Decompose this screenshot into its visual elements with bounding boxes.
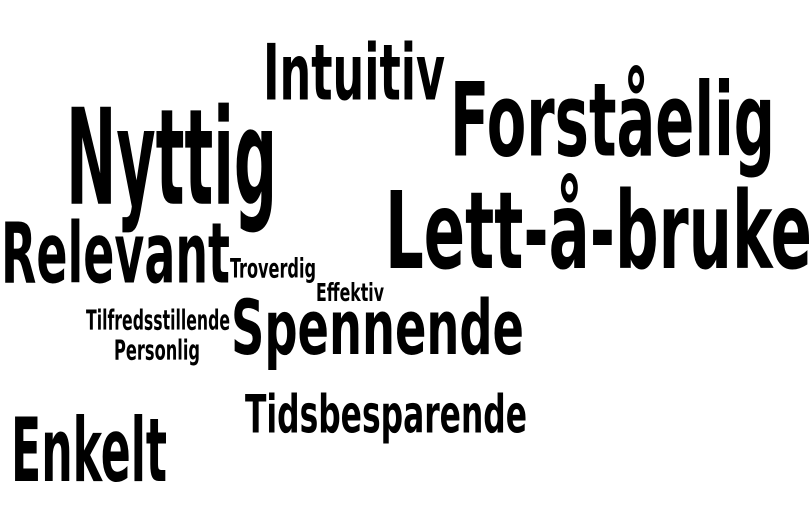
- word-lett-a-bruke: Lett-å-bruke: [385, 168, 812, 294]
- word-tilfredsstillende: Tilfredsstillende: [86, 303, 230, 337]
- word-enkelt: Enkelt: [11, 399, 167, 503]
- word-relevant: Relevant: [1, 204, 230, 303]
- word-effektiv: Effektiv: [316, 277, 384, 307]
- word-tidsbesparende: Tidsbesparende: [245, 383, 527, 446]
- word-troverdig: Troverdig: [230, 252, 316, 285]
- word-personlig: Personlig: [114, 333, 200, 367]
- word-nyttig: Nyttig: [66, 80, 277, 236]
- word-spennende: Spennende: [231, 283, 524, 373]
- word-forstaelig: Forståelig: [450, 60, 775, 181]
- word-intuitiv: Intuitiv: [263, 26, 445, 119]
